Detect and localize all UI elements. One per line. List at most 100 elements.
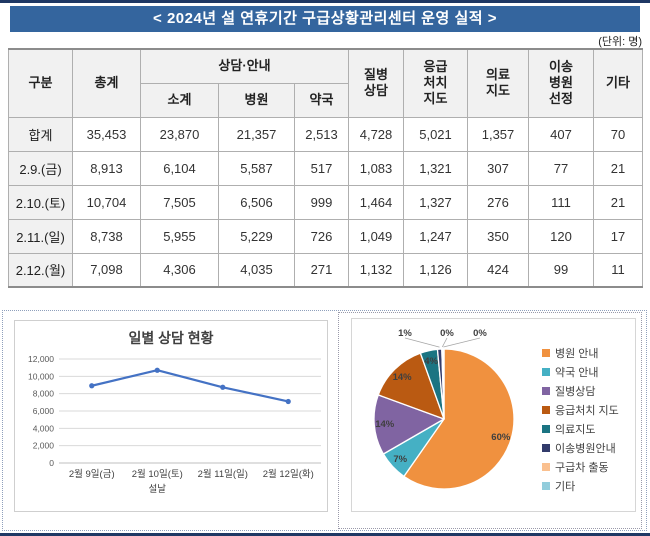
pie-slice	[403, 348, 515, 490]
col-header-medical: 의료 지도	[467, 48, 530, 118]
table-cell: 7,505	[140, 184, 219, 220]
table-row-label: 2.12.(월)	[8, 252, 73, 288]
col-header-first-aid: 응급 처치 지도	[403, 48, 469, 118]
table-cell: 21,357	[218, 116, 295, 152]
table-cell: 1,327	[403, 184, 469, 220]
col-header-pharmacy: 약국	[293, 82, 350, 118]
page-title: < 2024년 설 연휴기간 구급상황관리센터 운영 실적 >	[10, 6, 640, 32]
table-row: 2.10.(토) 10,704 7,505 6,506 999 1,464 1,327 276…	[8, 184, 644, 220]
legend-item: 이송병원안내	[542, 438, 619, 457]
x-tick-label: 2월 12일(화)	[263, 468, 314, 480]
line-series	[90, 369, 290, 403]
table-cell: 23,870	[140, 116, 219, 152]
col-header-subtotal: 소계	[140, 82, 219, 118]
legend-label: 병원 안내	[555, 347, 599, 360]
table-cell: 1,132	[348, 252, 405, 288]
data-point-marker	[89, 383, 95, 389]
table-row: 2.9.(금) 8,913 6,104 5,587 517 1,083 1,321 307 77…	[8, 150, 644, 186]
table-cell: 4,728	[348, 116, 405, 152]
charts-region	[2, 310, 647, 531]
table-cell: 1,321	[403, 150, 469, 186]
table-cell: 11	[593, 252, 644, 288]
table-cell: 1,357	[467, 116, 530, 152]
x-tick-label: 2월 10일(토)	[132, 468, 183, 480]
legend-item: 질병상담	[542, 381, 619, 400]
col-header-transfer: 이송 병원 선정	[528, 48, 595, 118]
chart-card-pie: 60% 7% 14% 14% 4% 1% 0% 0% 병원 안내 약국 안내 질병상담 응급처치 지…	[351, 318, 636, 512]
table-cell: 4,035	[218, 252, 295, 288]
chart-card-line: 일별 상담 현황 0 2,000 4,000 6,000 8,000 10,000 12,0…	[14, 320, 328, 512]
legend-swatch-icon	[542, 424, 550, 433]
pie-slice-label: 0%	[440, 328, 454, 339]
bottom-rule	[0, 533, 650, 536]
table-row: 합계 35,453 23,870 21,357 2,513 4,728 5,021 1,357…	[8, 116, 644, 152]
chart-card-pie-outline	[338, 312, 642, 529]
legend-swatch-icon	[542, 405, 550, 414]
x-tick-label: 2월 9일(금)	[69, 468, 115, 480]
pie-slice-label: 1%	[398, 328, 412, 339]
table-row-label: 합계	[8, 116, 73, 152]
legend-swatch-icon	[542, 348, 550, 357]
y-tick-label: 0	[49, 458, 54, 468]
legend-swatch-icon	[542, 367, 550, 376]
table-row-label: 2.9.(금)	[8, 150, 73, 186]
legend-label: 응급처치 지도	[555, 404, 619, 417]
y-tick-label: 4,000	[33, 423, 55, 433]
line-chart: 0 2,000 4,000 6,000 8,000 10,000 12,000 2월 9일(금…	[28, 354, 321, 495]
pie-slice	[442, 348, 445, 420]
y-tick-label: 2,000	[33, 441, 55, 451]
legend-label: 약국 안내	[555, 366, 599, 379]
stats-table: 구분 총계 상담·안내 질병 상담 응급 처치 지도 의료 지도 이송 병원 선…	[8, 48, 644, 288]
y-tick-label: 12,000	[28, 354, 54, 364]
table-cell: 1,049	[348, 218, 405, 254]
x-tick-sublabel: 설날	[149, 484, 167, 495]
pie-label-leader	[441, 337, 448, 348]
legend-item: 기타	[542, 476, 619, 495]
legend-item: 응급처치 지도	[542, 400, 619, 419]
legend-swatch-icon	[542, 386, 550, 395]
pie-slice-label: 7%	[393, 454, 407, 465]
data-point-marker	[154, 367, 160, 373]
data-point-marker	[285, 398, 291, 405]
table-row-label: 2.11.(일)	[8, 218, 73, 254]
table-cell: 271	[293, 252, 350, 288]
legend-swatch-icon	[542, 443, 550, 452]
table-cell: 8,913	[72, 150, 141, 186]
table-cell: 7,098	[72, 252, 141, 288]
table-cell: 307	[467, 150, 530, 186]
table-cell: 8,738	[72, 218, 141, 254]
col-header-hospital: 병원	[218, 82, 295, 118]
table-cell: 1,247	[403, 218, 469, 254]
col-header-etc: 기타	[593, 48, 644, 118]
pie-slice-label: 0%	[473, 328, 487, 339]
table-cell: 726	[293, 218, 350, 254]
legend-swatch-icon	[542, 481, 550, 490]
table-cell: 350	[467, 218, 530, 254]
table-cell: 1,464	[348, 184, 405, 220]
pie-slice-label: 60%	[491, 432, 511, 443]
table-cell: 5,229	[218, 218, 295, 254]
pie-slice	[373, 394, 445, 455]
table-cell: 4,306	[140, 252, 219, 288]
legend-item: 의료지도	[542, 419, 619, 438]
legend-swatch-icon	[542, 462, 550, 471]
col-group-header-consult: 상담·안내	[139, 48, 350, 84]
pie-label-leader	[443, 337, 481, 348]
table-cell: 120	[528, 218, 595, 254]
col-header-gubun: 구분	[8, 48, 73, 118]
col-header-disease: 질병 상담	[348, 48, 405, 118]
pie-label-leader	[404, 337, 440, 348]
legend-label: 기타	[555, 480, 576, 493]
table-cell: 1,126	[403, 252, 469, 288]
line-chart-title: 일별 상담 현황	[128, 330, 214, 346]
table-cell: 6,506	[218, 184, 295, 220]
table-cell: 17	[593, 218, 644, 254]
table-cell: 517	[293, 150, 350, 186]
top-rule	[0, 0, 650, 3]
legend-label: 구급차 출동	[555, 461, 609, 474]
table-cell: 276	[467, 184, 530, 220]
y-tick-label: 8,000	[33, 389, 55, 399]
table-cell: 35,453	[72, 116, 141, 152]
data-point-marker	[220, 384, 226, 390]
